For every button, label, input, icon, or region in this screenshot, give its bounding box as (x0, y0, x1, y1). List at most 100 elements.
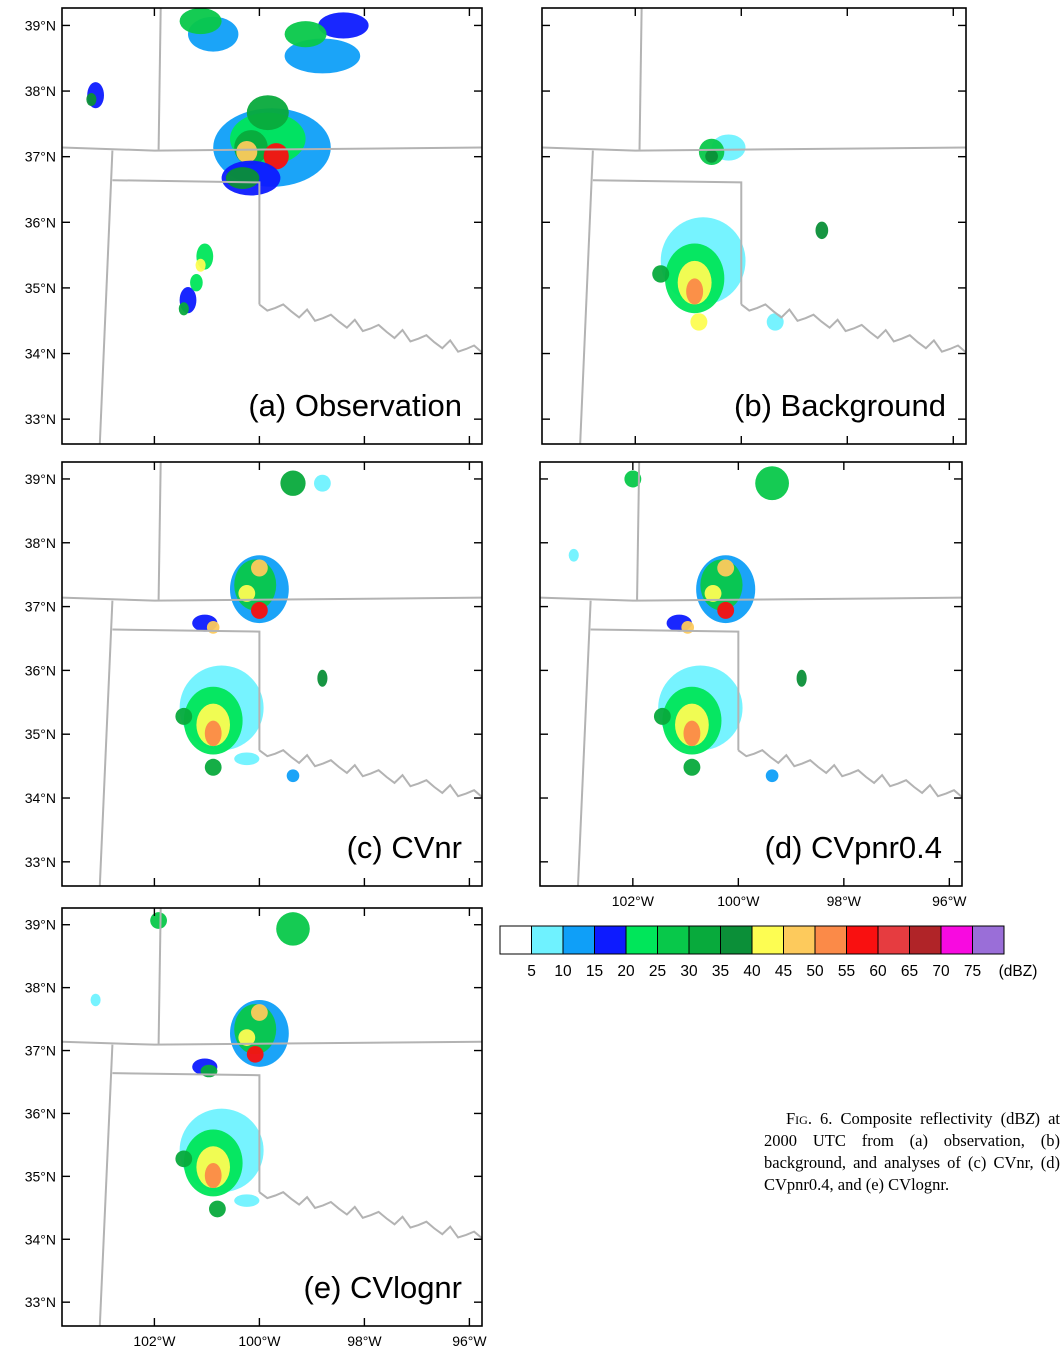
panel-map-a (62, 8, 482, 444)
lon-label: 96°W (452, 1333, 487, 1349)
state-border-nm-tx (98, 150, 114, 444)
state-border-red-river (740, 303, 966, 354)
caption-text-1: Composite reflectivity (dB (832, 1109, 1026, 1128)
reflectivity-cell (280, 470, 306, 496)
reflectivity-cell (90, 993, 101, 1007)
lat-label: 35°N (25, 280, 56, 296)
lat-label: 37°N (25, 599, 56, 615)
colorbar-label: 20 (617, 963, 635, 980)
reflectivity-cell (246, 95, 289, 131)
lat-label: 34°N (25, 346, 56, 362)
colorbar-swatch (625, 925, 658, 955)
reflectivity-cell (766, 313, 784, 331)
reflectivity-cell (624, 470, 642, 488)
panel-map-c (62, 462, 482, 886)
state-border-red-river (258, 303, 482, 354)
colorbar-swatch (562, 925, 595, 955)
reflectivity-cell (238, 584, 256, 602)
state-border-co-ks (638, 8, 643, 150)
lat-label: 33°N (25, 854, 56, 870)
lat-label: 39°N (25, 471, 56, 487)
lat-label: 36°N (25, 662, 56, 678)
panel-map-e (62, 908, 482, 1326)
lon-label: 100°W (238, 1333, 281, 1349)
reflectivity-cell (286, 769, 300, 783)
state-border-ok-tx (112, 628, 261, 751)
reflectivity-cell (251, 601, 268, 619)
panel-label-bg (242, 386, 468, 425)
colorbar-swatch (688, 925, 721, 955)
panel-frame (541, 7, 967, 445)
lat-label: 36°N (25, 214, 56, 230)
state-border-ks-ok (62, 1040, 482, 1046)
colorbar: 5 10 15 20 25 30 35 40 45 50 55 60 65 70 75 (dBZ) (499, 925, 1038, 980)
colorbar-swatch (594, 925, 627, 955)
colorbar-label: 60 (869, 963, 887, 980)
panel-label-bg (340, 828, 468, 867)
lon-label: 98°W (347, 1333, 382, 1349)
state-border-ks-ok (62, 596, 482, 602)
reflectivity-cell (209, 1200, 226, 1218)
reflectivity-cell (234, 752, 260, 766)
reflectivity-cell (284, 38, 361, 74)
panel-frame (61, 461, 483, 887)
reflectivity-cell (317, 669, 328, 687)
lat-label: 39°N (25, 17, 56, 33)
reflectivity-cell (204, 720, 222, 747)
lon-label: 98°W (827, 893, 862, 909)
lon-label: 100°W (717, 893, 760, 909)
panels: 39°N 38°N 37°N 36°N 35°N 34°N 33°N (a) Observat… (25, 7, 967, 1349)
reflectivity-cell (150, 912, 167, 929)
lat-label: 39°N (25, 917, 56, 933)
lat-label: 37°N (25, 149, 56, 165)
colorbar-swatch (783, 925, 816, 955)
panel-label-a: (a) Observation (248, 388, 462, 423)
lat-label: 33°N (25, 411, 56, 427)
reflectivity-cell (190, 273, 203, 292)
state-border-ks-ok (540, 596, 962, 602)
reflectivity-cell (204, 1162, 222, 1189)
state-border-co-ks (636, 462, 641, 600)
reflectivity-cell (236, 140, 258, 163)
reflectivity-cell (195, 258, 206, 272)
lat-label: 35°N (25, 726, 56, 742)
reflectivity-cell (179, 8, 222, 35)
reflectivity-cell (284, 21, 327, 48)
colorbar-swatch (877, 925, 910, 955)
lon-label: 102°W (133, 1333, 176, 1349)
panel-c: 39°N 38°N 37°N 36°N 35°N 34°N 33°N (c) CVnr (25, 461, 483, 887)
colorbar-swatch (972, 925, 1005, 955)
reflectivity-cell (690, 313, 708, 331)
reflectivity-cell (683, 758, 701, 776)
reflectivity-cell (204, 758, 222, 776)
reflectivity-cell (705, 149, 718, 163)
lat-label: 35°N (25, 1168, 56, 1184)
lat-label: 37°N (25, 1043, 56, 1059)
colorbar-label: 15 (586, 963, 603, 980)
colorbar-swatch (751, 925, 784, 955)
figure-caption: Fig. 6. Composite reflectivity (dBZ) at … (764, 1108, 1060, 1196)
panel-label-bg (728, 386, 952, 425)
lat-label: 34°N (25, 790, 56, 806)
colorbar-swatch (814, 925, 847, 955)
colorbar-unit: (dBZ) (999, 963, 1038, 980)
reflectivity-cell (815, 221, 829, 240)
panel-map-b (542, 8, 966, 444)
state-border-nm-tx (579, 150, 594, 444)
colorbar-swatch (909, 925, 942, 955)
colorbar-swatch (657, 925, 690, 955)
lon-label: 102°W (612, 893, 655, 909)
state-border-ok-tx (590, 628, 740, 751)
lat-label: 38°N (25, 535, 56, 551)
panel-frame (61, 907, 483, 1327)
colorbar-label: 65 (901, 963, 918, 980)
colorbar-label: 55 (838, 963, 855, 980)
colorbar-label: 40 (743, 963, 761, 980)
colorbar-label: 10 (554, 963, 572, 980)
state-border-co-ks (157, 908, 162, 1044)
state-border-nm-tx (576, 600, 592, 886)
colorbar-label: 75 (964, 963, 981, 980)
reflectivity-cell (683, 720, 701, 747)
caption-text-2: ) at 2000 UTC from (a) observation, (b) … (764, 1109, 1061, 1194)
colorbar-label: 70 (932, 963, 950, 980)
